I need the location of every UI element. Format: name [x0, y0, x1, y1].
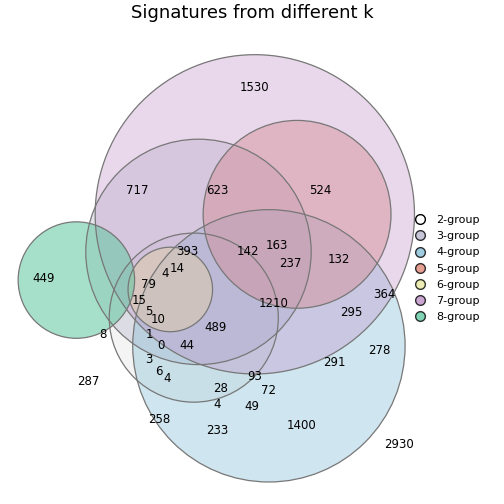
Circle shape [133, 210, 405, 482]
Text: 449: 449 [32, 272, 55, 285]
Text: 393: 393 [176, 245, 198, 259]
Circle shape [109, 233, 278, 402]
Text: 364: 364 [373, 288, 396, 301]
Text: 4: 4 [214, 399, 221, 411]
Text: 278: 278 [368, 344, 391, 357]
Text: 2930: 2930 [384, 438, 413, 451]
Text: 258: 258 [148, 413, 170, 425]
Text: 28: 28 [213, 382, 227, 395]
Text: 49: 49 [244, 400, 260, 413]
Circle shape [95, 54, 414, 374]
Text: 6: 6 [155, 365, 163, 377]
Text: 93: 93 [247, 370, 262, 384]
Text: 15: 15 [132, 294, 147, 307]
Text: 295: 295 [340, 306, 363, 320]
Text: 524: 524 [309, 184, 332, 198]
Text: 623: 623 [206, 184, 228, 198]
Text: 233: 233 [206, 424, 228, 437]
Text: 72: 72 [262, 385, 276, 397]
Text: 4: 4 [162, 267, 169, 280]
Text: 8: 8 [99, 328, 106, 341]
Title: Signatures from different k: Signatures from different k [131, 4, 373, 22]
Text: 163: 163 [265, 239, 288, 252]
Text: 489: 489 [204, 321, 227, 334]
Circle shape [128, 247, 213, 332]
Text: 717: 717 [126, 184, 149, 198]
Text: 3: 3 [145, 353, 152, 366]
Text: 0: 0 [157, 339, 165, 352]
Circle shape [18, 222, 135, 338]
Text: 1530: 1530 [240, 81, 270, 94]
Text: 1400: 1400 [287, 419, 317, 432]
Circle shape [203, 120, 391, 308]
Text: 1210: 1210 [259, 297, 288, 310]
Text: 44: 44 [180, 339, 195, 352]
Circle shape [86, 139, 311, 364]
Text: 14: 14 [169, 262, 184, 275]
Text: 142: 142 [237, 245, 260, 259]
Text: 4: 4 [164, 372, 171, 385]
Legend: 2-group, 3-group, 4-group, 5-group, 6-group, 7-group, 8-group: 2-group, 3-group, 4-group, 5-group, 6-gr… [405, 212, 483, 325]
Text: 291: 291 [324, 356, 346, 369]
Text: 79: 79 [141, 278, 156, 291]
Text: 237: 237 [279, 257, 302, 270]
Text: 132: 132 [328, 253, 350, 266]
Text: 5: 5 [145, 304, 152, 318]
Text: 287: 287 [78, 375, 100, 388]
Text: 10: 10 [151, 313, 165, 326]
Text: 1: 1 [146, 328, 153, 341]
